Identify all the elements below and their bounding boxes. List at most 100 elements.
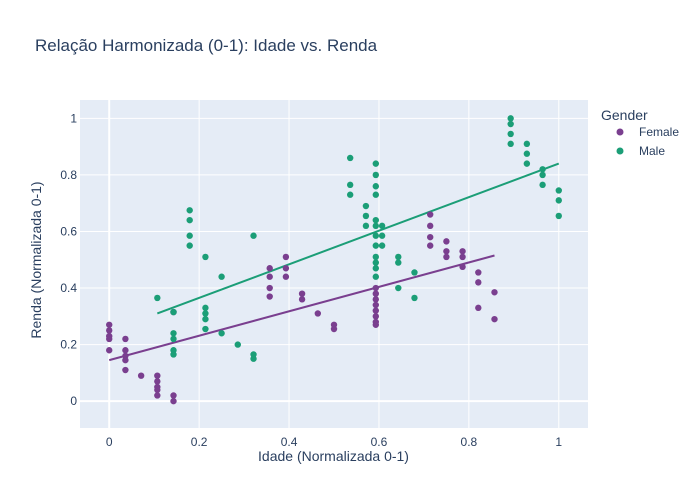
y-tick-label: 0.8 (60, 168, 77, 182)
female-data-point (282, 265, 290, 272)
female-data-point (154, 386, 161, 394)
x-tick-label: 0.2 (191, 435, 208, 449)
chart-title: Relação Harmonizada (0-1): Idade vs. Ren… (35, 36, 378, 55)
x-tick-label: 0 (106, 435, 113, 449)
female-data-point (266, 265, 273, 272)
female-data-point (170, 397, 177, 405)
female-data-point (137, 372, 145, 379)
y-tick-label: 0.6 (60, 224, 77, 238)
x-tick-label: 0.6 (371, 435, 388, 449)
x-axis-title: Idade (Normalizada 0-1) (258, 448, 409, 464)
female-data-point (372, 307, 380, 314)
female-data-point (372, 313, 380, 320)
male-data-point (346, 181, 354, 189)
female-data-point (266, 284, 273, 292)
female-data-point (459, 263, 466, 271)
male-data-point (170, 330, 177, 337)
male-data-point (555, 187, 562, 194)
male-data-point (202, 304, 209, 312)
legend-marker-male (616, 147, 624, 155)
male-data-point (250, 355, 257, 362)
male-data-point (372, 273, 380, 280)
data-points (106, 115, 562, 405)
female-data-point (122, 347, 129, 354)
male-data-point (539, 171, 546, 179)
female-data-point (122, 356, 129, 364)
female-data-point (475, 279, 482, 286)
male-data-point (555, 212, 562, 220)
female-data-point (427, 242, 434, 249)
legend-item-female[interactable]: Female (639, 125, 679, 139)
female-data-point (330, 325, 338, 333)
y-tick-label: 0.4 (60, 281, 77, 295)
male-data-point (372, 242, 380, 249)
male-data-point (186, 216, 193, 224)
male-data-point (378, 232, 386, 239)
male-data-point (362, 202, 370, 210)
male-data-point (523, 150, 531, 157)
male-data-point (411, 294, 418, 302)
male-data-point (372, 183, 380, 190)
female-data-point (154, 378, 161, 385)
legend[interactable]: Gender Female Male (601, 107, 679, 158)
male-data-point (378, 242, 386, 249)
male-data-point (411, 269, 418, 276)
male-data-point (202, 310, 209, 317)
female-data-point (106, 347, 113, 354)
male-data-point (555, 197, 562, 204)
male-data-point (346, 191, 354, 198)
female-data-point (122, 335, 129, 343)
female-data-point (491, 289, 498, 296)
male-data-point (346, 154, 354, 162)
female-data-point (427, 222, 434, 230)
x-tick-label: 1 (555, 435, 562, 449)
female-data-point (372, 301, 380, 309)
female-data-point (443, 253, 450, 261)
male-data-point (372, 259, 380, 266)
plot-area (80, 100, 588, 428)
male-data-point (372, 232, 380, 239)
male-data-point (523, 140, 531, 148)
x-tick-label: 0.4 (281, 435, 298, 449)
x-tick-label: 0.8 (461, 435, 478, 449)
male-data-point (170, 351, 177, 358)
male-data-point (362, 222, 370, 230)
female-data-point (298, 296, 306, 303)
female-data-point (427, 211, 434, 218)
male-data-point (170, 335, 177, 343)
female-data-point (170, 392, 177, 399)
female-data-point (298, 290, 306, 297)
legend-title: Gender (601, 107, 648, 123)
female-data-point (266, 293, 273, 300)
female-data-point (459, 248, 466, 255)
female-data-point (154, 392, 161, 399)
male-data-point (202, 315, 209, 323)
male-data-point (507, 140, 514, 148)
female-data-point (266, 273, 273, 280)
tick-labels: 0 0.2 0.4 0.6 0.8 1 0 0.2 0.4 0.6 0.8 1 (60, 111, 562, 449)
female-data-point (475, 269, 482, 276)
female-data-point (427, 233, 434, 241)
male-data-point (170, 308, 177, 316)
male-data-point (218, 273, 225, 280)
y-tick-label: 0 (70, 394, 77, 408)
male-data-point (539, 166, 546, 173)
male-data-point (372, 191, 380, 198)
male-data-point (186, 242, 193, 249)
male-data-point (372, 265, 380, 272)
female-data-point (459, 253, 466, 261)
female-data-point (282, 273, 290, 280)
female-data-point (106, 327, 113, 334)
female-data-point (106, 321, 113, 328)
legend-item-male[interactable]: Male (639, 144, 665, 158)
male-data-point (395, 253, 402, 261)
male-data-point (202, 325, 209, 333)
male-data-point (186, 207, 193, 214)
male-data-point (202, 253, 209, 261)
female-data-point (314, 310, 322, 317)
male-data-point (507, 130, 514, 138)
male-data-point (378, 222, 386, 230)
male-data-point (234, 341, 241, 348)
male-data-point (395, 284, 402, 292)
